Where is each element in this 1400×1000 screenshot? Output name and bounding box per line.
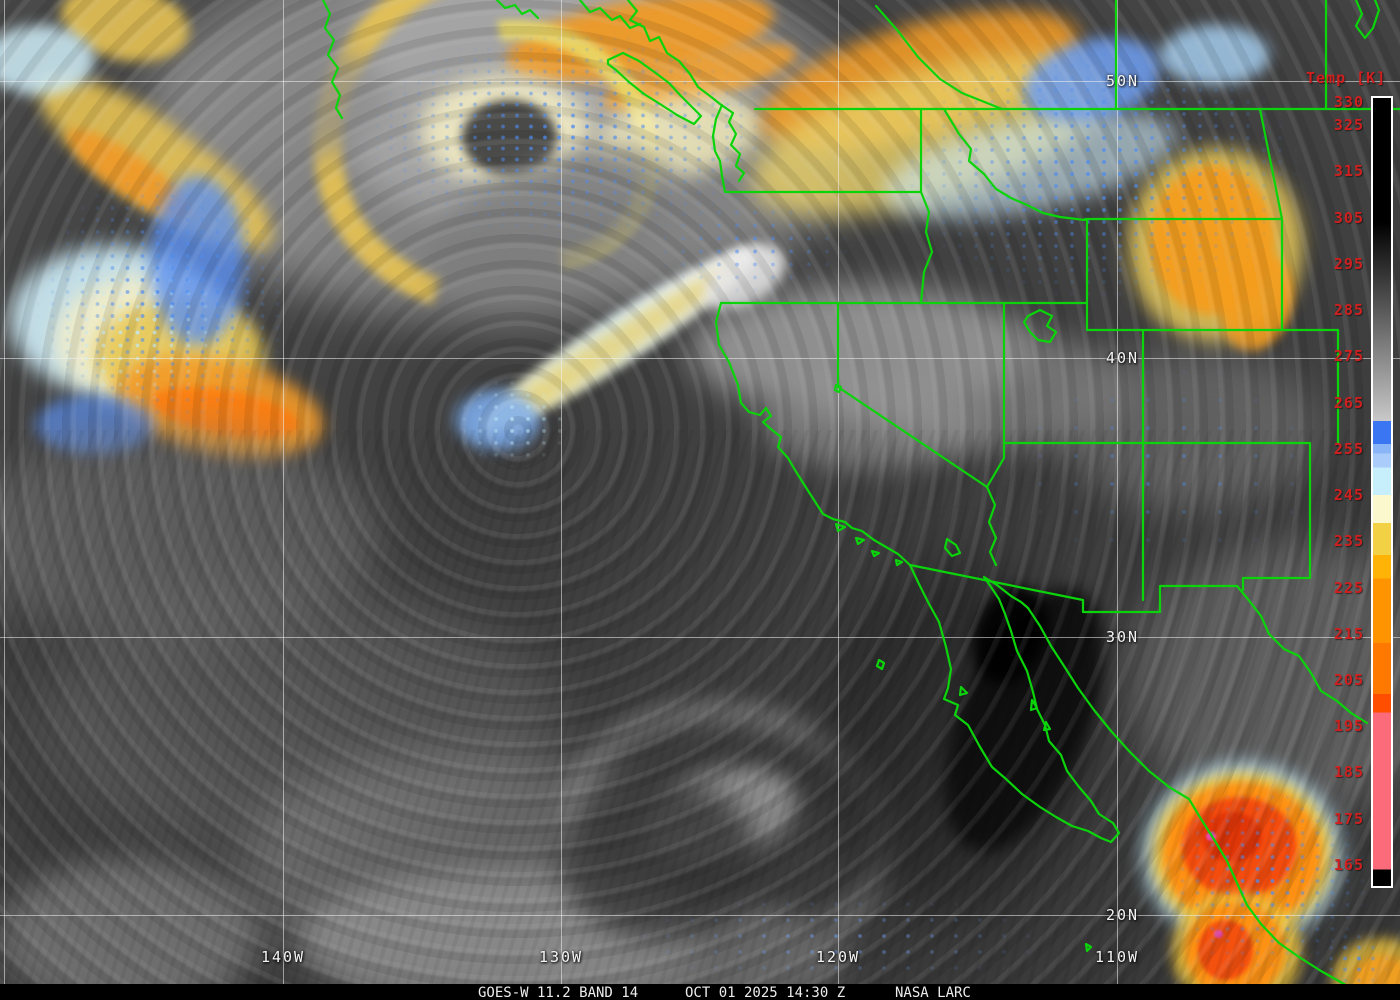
colorbar-tick-label: 245 [1333, 486, 1364, 505]
gridline-latitude [0, 637, 1400, 638]
cold-pixel-speckles [620, 180, 880, 310]
latitude-label: 50N [1106, 72, 1140, 90]
gridline-longitude-edge [4, 0, 5, 984]
river-rio-grande [1235, 584, 1369, 725]
gridline-latitude [0, 358, 1400, 359]
colorbar-tick-label: 165 [1333, 855, 1364, 874]
latitude-label: 40N [1106, 349, 1140, 367]
colorbar-tick-label: 215 [1333, 624, 1364, 643]
longitude-label: 130W [538, 948, 584, 966]
cloud-blob [0, 25, 95, 95]
lake-salton-sea [943, 537, 962, 558]
colorbar-tick-label: 305 [1333, 208, 1364, 227]
longitude-label: 110W [1094, 948, 1140, 966]
credit-label: NASA LARC [895, 985, 971, 1000]
longitude-label: 120W [815, 948, 861, 966]
islands-gulf-of-california [958, 685, 1093, 953]
cloud-blob [0, 860, 260, 1000]
colorbar-tick-label: 205 [1333, 671, 1364, 689]
state-borders-western-us [719, 107, 1340, 602]
cold-pixel-speckles [560, 880, 1120, 1000]
coastline-california [714, 301, 912, 567]
gridline-latitude [0, 915, 1400, 916]
coastline-british-columbia [321, 0, 746, 194]
coastline-sonora-mexico [1026, 606, 1364, 998]
colorbar-tick-label: 275 [1333, 347, 1364, 366]
longitude-label: 140W [260, 948, 306, 966]
colorbar-tick-label: 285 [1333, 301, 1364, 320]
coastline-vancouver-island [606, 51, 703, 126]
cold-pixel-speckles [950, 330, 1380, 600]
colorbar-tick-label: 255 [1333, 439, 1364, 458]
coastline-baja-california [908, 563, 1121, 844]
cloud-blob [760, 380, 980, 470]
colorbar-tick-label: 175 [1333, 809, 1364, 828]
gridline-longitude [1117, 0, 1118, 984]
colorbar-tick-label: 295 [1333, 254, 1364, 273]
border-canadian-provinces [874, 0, 1381, 111]
gridline-latitude [0, 81, 1400, 82]
lake-great-salt [1022, 308, 1058, 344]
latitude-label: 30N [1106, 628, 1140, 646]
colorbar-tick-label: 315 [1333, 162, 1364, 181]
image-annotation-bar: GOES-W 11.2 BAND 14 OCT 01 2025 14:30 Z … [0, 984, 1400, 1000]
colorbar-tick-label: 235 [1333, 532, 1364, 551]
cold-pixel-speckles [840, 0, 1360, 340]
gridline-longitude [838, 0, 839, 984]
colorbar-tick-label: 195 [1333, 717, 1364, 736]
colorbar-gradient [1373, 98, 1391, 886]
gridline-longitude [561, 0, 562, 984]
river-colorado [985, 441, 1006, 567]
islands-channel [834, 522, 904, 671]
lake-tahoe [833, 383, 843, 394]
colorbar-tick-label: 265 [1333, 393, 1364, 412]
border-us-mexico [908, 563, 1239, 614]
cold-pixel-speckles [10, 235, 260, 430]
colorbar-tick-label: 185 [1333, 763, 1364, 782]
colorbar-tick-label: 325 [1333, 116, 1364, 135]
latitude-label: 20N [1106, 906, 1140, 924]
colorbar-title: Temp [K] [1306, 69, 1387, 87]
colorbar-tick-label: 330 [1333, 93, 1364, 111]
colorbar-tick-label: 225 [1333, 578, 1364, 597]
temperature-colorbar [1371, 96, 1393, 888]
product-label: GOES-W 11.2 BAND 14 [478, 985, 639, 1000]
cold-pixel-speckles [440, 365, 590, 480]
gridline-longitude [283, 0, 284, 984]
timestamp-label: OCT 01 2025 14:30 Z [685, 985, 846, 1000]
